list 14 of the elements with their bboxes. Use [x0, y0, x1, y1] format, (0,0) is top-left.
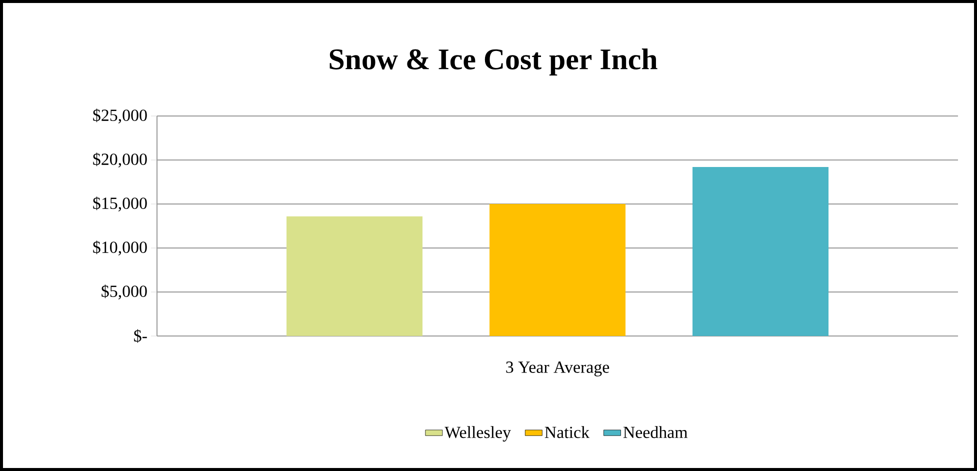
bar: [286, 216, 423, 336]
bar: [692, 167, 829, 336]
x-tick-label: 3 Year Average: [506, 362, 610, 376]
chart-title: Snow & Ice Cost per Inch: [330, 48, 658, 76]
legend-label: Wellesley: [444, 426, 511, 442]
bar: [490, 204, 626, 336]
y-tick-label: $20,000: [93, 152, 147, 168]
y-tick-label: $-: [134, 329, 147, 343]
y-tick-label: $15,000: [93, 196, 147, 212]
legend-label: Natick: [544, 426, 590, 438]
y-tick-label: $25,000: [93, 108, 147, 124]
y-tick-label: $5,000: [102, 284, 147, 300]
legend-label: Needham: [623, 426, 688, 438]
y-tick-label: $10,000: [93, 240, 147, 256]
